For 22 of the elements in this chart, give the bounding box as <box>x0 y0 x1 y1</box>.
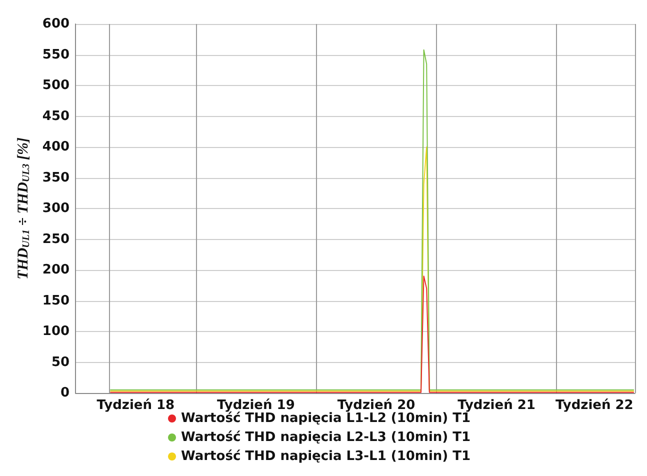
x-tick-label: Tydzień 20 <box>337 398 416 413</box>
y-axis-title: THDUL1 ÷ THDUL3 [%] <box>16 138 32 280</box>
x-tick-label: Tydzień 19 <box>217 398 295 413</box>
legend-label: Wartość THD napięcia L1-L2 (10min) T1 <box>181 411 471 426</box>
legend-label: Wartość THD napięcia L3-L1 (10min) T1 <box>181 449 471 464</box>
legend-label: Wartość THD napięcia L2-L3 (10min) T1 <box>181 430 471 445</box>
y-tick-label: 450 <box>42 108 70 124</box>
x-tick-label: Tydzień 18 <box>96 398 175 413</box>
y-tick-label: 400 <box>42 140 70 154</box>
y-tick-label: 150 <box>42 293 70 308</box>
x-tick-label: Tydzień 22 <box>556 398 634 413</box>
y-tick-label: 250 <box>42 232 70 247</box>
y-tick-label: 600 <box>42 16 70 32</box>
y-tick-label: 50 <box>51 354 70 370</box>
y-tick-label: 500 <box>42 78 70 93</box>
y-tick-label: 100 <box>42 324 70 339</box>
y-tick-label: 300 <box>42 201 70 216</box>
y-tick-label: 350 <box>42 170 70 186</box>
x-tick-label: Tydzień 21 <box>458 398 536 413</box>
y-tick-label: 200 <box>42 262 70 278</box>
y-tick-label: 550 <box>42 47 70 62</box>
y-tick-label: 0 <box>60 386 70 400</box>
